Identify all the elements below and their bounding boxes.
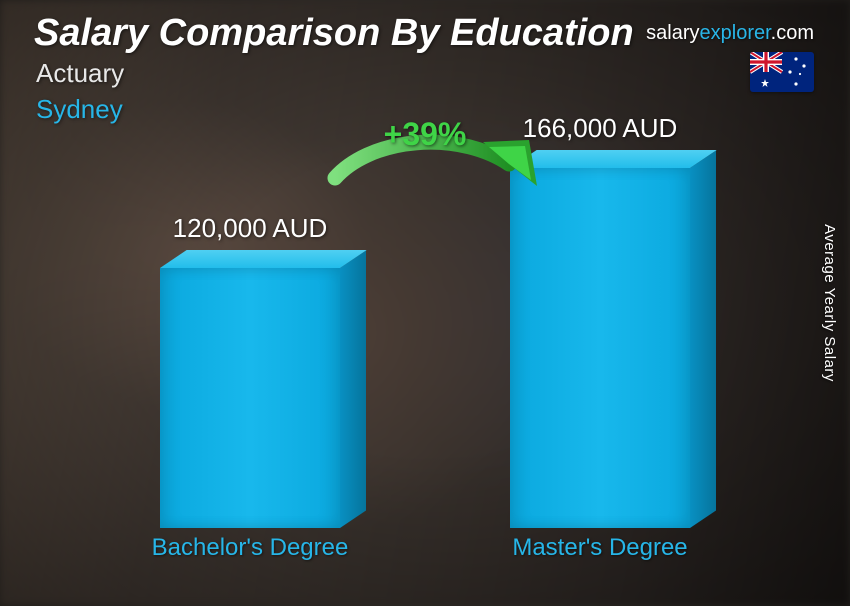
country-flag-icon (750, 52, 814, 92)
bar-label: Bachelor's Degree (152, 534, 349, 562)
brand-prefix: salary (646, 22, 699, 44)
bar-3d (160, 268, 340, 528)
bar-3d (510, 168, 690, 528)
bar-front (510, 168, 690, 528)
chart-container: Salary Comparison By Education Actuary S… (0, 0, 850, 606)
bar-group: 120,000 AUDBachelor's Degree (120, 226, 380, 556)
bar-front (160, 268, 340, 528)
percent-increase-label: +39% (384, 116, 467, 153)
bar-label: Master's Degree (512, 534, 687, 562)
y-axis-label: Average Yearly Salary (821, 224, 838, 382)
brand-label: salaryexplorer.com (646, 22, 814, 45)
location-label: Sydney (36, 94, 123, 125)
bar-side (690, 150, 716, 528)
brand-mid: explorer (700, 22, 771, 44)
brand-suffix: .com (771, 22, 814, 44)
bar-side (340, 250, 366, 528)
bar-top (160, 250, 367, 268)
page-title: Salary Comparison By Education (34, 12, 634, 55)
job-title: Actuary (36, 58, 124, 89)
